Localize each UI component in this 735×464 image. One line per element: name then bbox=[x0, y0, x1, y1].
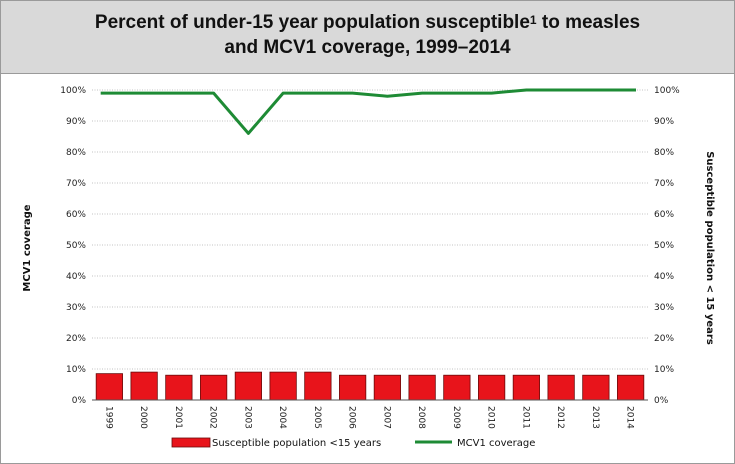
y-tick-label-left: 30% bbox=[66, 303, 86, 313]
mcv1-coverage-line bbox=[100, 88, 636, 135]
y-tick-label-right: 0% bbox=[654, 396, 669, 406]
x-tick-label: 2000 bbox=[138, 406, 148, 429]
susceptible-bar-2001 bbox=[165, 374, 193, 401]
legend-bar-swatch bbox=[171, 437, 211, 448]
x-tick-label: 2001 bbox=[173, 406, 183, 429]
y-axis-title-left: MCV1 coverage bbox=[22, 204, 33, 291]
x-tick-label: 2002 bbox=[208, 406, 218, 429]
y-tick-label-left: 100% bbox=[60, 86, 86, 96]
susceptible-bar-2004 bbox=[269, 371, 297, 401]
susceptible-bar-2010 bbox=[478, 374, 506, 401]
title-line2: and MCV1 coverage, 1999–2014 bbox=[224, 37, 511, 58]
y-tick-label-left: 40% bbox=[66, 272, 86, 282]
x-tick-label: 2011 bbox=[520, 406, 530, 429]
susceptible-bar-1999 bbox=[95, 373, 123, 401]
x-tick-label: 2003 bbox=[242, 406, 252, 429]
x-tick-label: 1999 bbox=[103, 406, 113, 429]
x-tick-label: 2009 bbox=[451, 406, 461, 429]
y-tick-label-left: 60% bbox=[66, 210, 86, 220]
x-tick-label: 2008 bbox=[416, 406, 426, 429]
chart-title: Percent of under-15 year population susc… bbox=[1, 10, 734, 60]
x-tick-label: 2005 bbox=[312, 406, 322, 429]
gridlines bbox=[92, 89, 648, 370]
legend-bar-label: Susceptible population <15 years bbox=[212, 438, 381, 449]
y-tick-label-left: 90% bbox=[66, 117, 86, 127]
y-ticks-right: 0% 10% 20% 30% 40% 50% 60% 70% 80% 90% 100% bbox=[654, 86, 680, 406]
susceptible-bar-2014 bbox=[617, 374, 645, 401]
y-tick-label-left: 80% bbox=[66, 148, 86, 158]
y-tick-label-right: 80% bbox=[654, 148, 674, 158]
y-ticks-left: 0% 10% 20% 30% 40% 50% 60% 70% 80% 90% 100% bbox=[60, 86, 86, 406]
y-tick-label-left: 20% bbox=[66, 334, 86, 344]
y-tick-label-left: 70% bbox=[66, 179, 86, 189]
y-tick-label-left: 0% bbox=[72, 396, 87, 406]
susceptible-bar-2009 bbox=[443, 374, 471, 401]
x-tick-label: 2004 bbox=[277, 406, 287, 429]
x-tick-labels: 1999 2000 2001 2002 2003 2004 2005 2006 2007 2008… bbox=[103, 406, 634, 429]
x-tick-label: 2014 bbox=[625, 406, 635, 429]
susceptible-bar-2008 bbox=[408, 374, 436, 401]
susceptible-bar-2012 bbox=[547, 374, 575, 401]
y-axis-title-right: Susceptible population < 15 years bbox=[704, 151, 715, 345]
title-band: Percent of under-15 year population susc… bbox=[1, 1, 734, 74]
chart-svg: 0% 10% 20% 30% 40% 50% 60% 70% 80% 90% 100% 0% 10% 2… bbox=[22, 86, 715, 449]
x-tick-label: 2012 bbox=[555, 406, 565, 429]
x-tick-label: 2006 bbox=[347, 406, 357, 429]
y-tick-label-right: 70% bbox=[654, 179, 674, 189]
y-tick-label-right: 90% bbox=[654, 117, 674, 127]
y-tick-label-right: 100% bbox=[654, 86, 680, 96]
y-tick-label-right: 60% bbox=[654, 210, 674, 220]
susceptible-bar-2007 bbox=[373, 374, 401, 401]
bar-series bbox=[95, 371, 645, 401]
y-tick-label-right: 50% bbox=[654, 241, 674, 251]
susceptible-bar-2002 bbox=[200, 374, 228, 401]
y-tick-label-left: 10% bbox=[66, 365, 86, 375]
y-tick-label-left: 50% bbox=[66, 241, 86, 251]
susceptible-bar-2000 bbox=[130, 371, 158, 401]
y-tick-label-right: 10% bbox=[654, 365, 674, 375]
susceptible-bar-2005 bbox=[304, 371, 332, 401]
legend-line-label: MCV1 coverage bbox=[457, 438, 535, 449]
susceptible-bar-2013 bbox=[582, 374, 610, 401]
legend: Susceptible population <15 years MCV1 co… bbox=[171, 437, 535, 449]
title-line1-post: to measles bbox=[536, 12, 641, 33]
x-tick-label: 2010 bbox=[486, 406, 496, 429]
susceptible-bar-2006 bbox=[339, 374, 367, 401]
x-tick-label: 2013 bbox=[590, 406, 600, 429]
y-tick-label-right: 40% bbox=[654, 272, 674, 282]
title-footnote-marker: 1 bbox=[529, 13, 537, 27]
title-line1-pre: Percent of under-15 year population susc… bbox=[94, 12, 530, 33]
susceptible-bar-2011 bbox=[512, 374, 540, 401]
x-tick-label: 2007 bbox=[381, 406, 391, 429]
y-tick-label-right: 30% bbox=[654, 303, 674, 313]
y-tick-label-right: 20% bbox=[654, 334, 674, 344]
susceptible-bar-2003 bbox=[234, 371, 262, 401]
